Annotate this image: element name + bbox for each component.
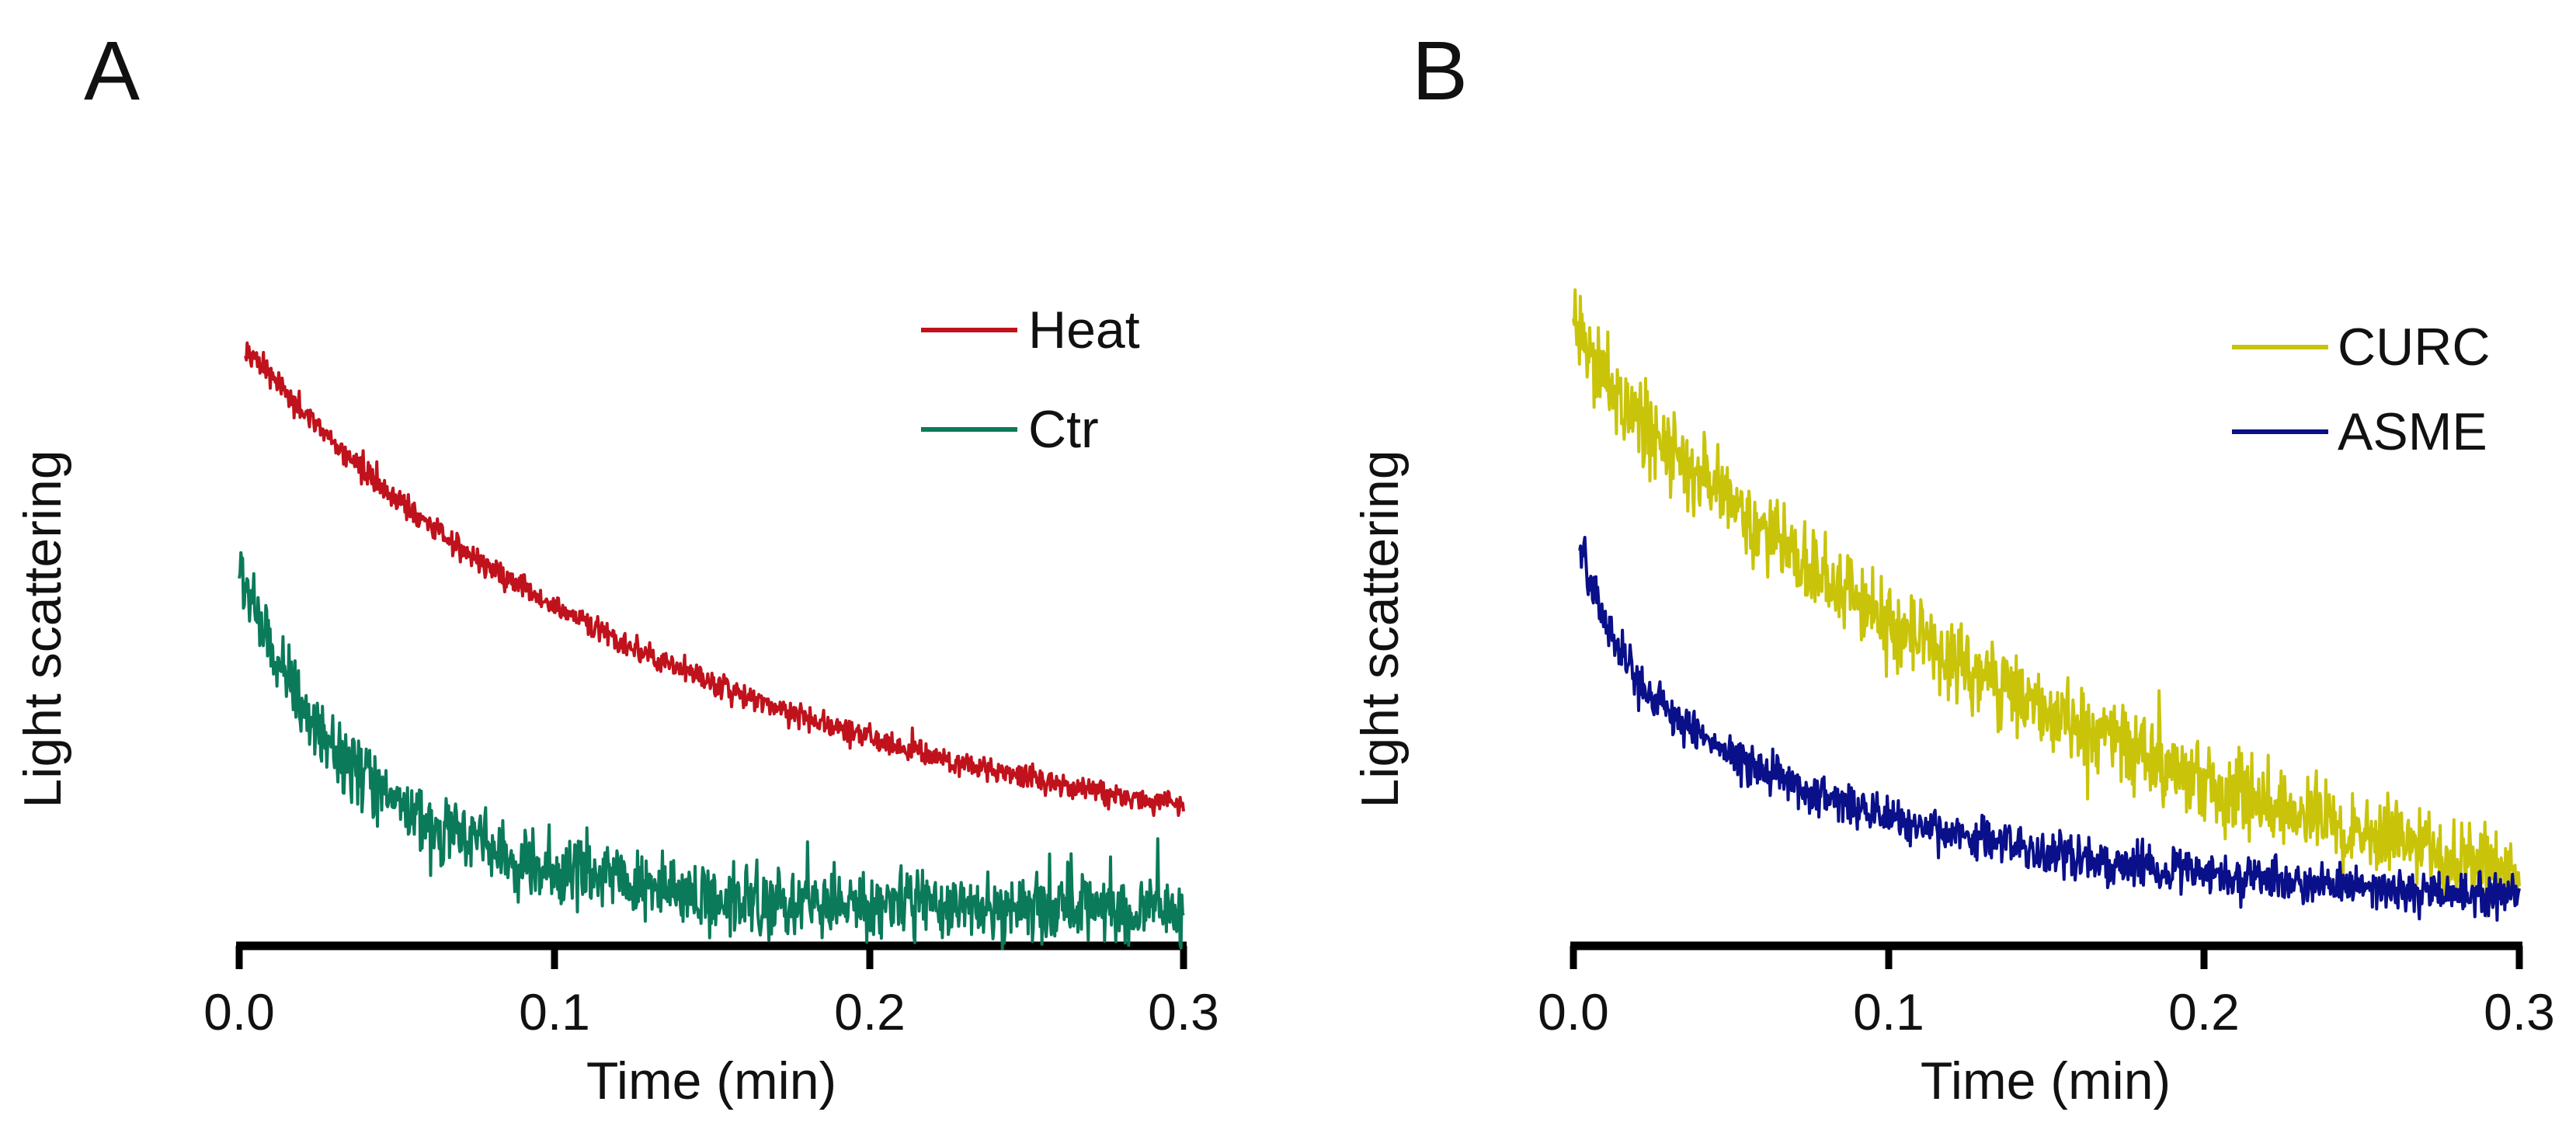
y-axis-label-b: Light scattering [1351,450,1410,808]
x-tick-label-a-2: 0.2 [834,983,906,1041]
x-axis-label-a: Time (min) [586,1051,836,1110]
x-tick-label-b-2: 0.2 [2168,983,2240,1041]
series-line-ctr [238,551,1185,950]
legend-label-heat: Heat [1028,301,1140,360]
legend-label-ctr: Ctr [1028,400,1099,459]
legend-b: CURC ASME [2232,318,2490,461]
x-tick-label-a-1: 0.1 [519,983,590,1041]
x-tick-label-a-0: 0.0 [203,983,275,1041]
series-line-curc [1572,288,2521,918]
legend-a: Heat Ctr [921,301,1140,459]
series-line-asme [1578,536,2521,922]
panel-label-b: B [1412,23,1468,117]
legend-label-asme: ASME [2338,402,2487,461]
series-line-heat [244,341,1185,817]
chart-panel-b: B Light scattering 0.0 0.1 0.2 0.3 Time … [1351,23,2555,1110]
chart-panel-a: A Light scattering 0.0 0.1 0.2 0.3 Time … [13,23,1219,1110]
legend-label-curc: CURC [2338,318,2490,377]
x-tick-label-b-1: 0.1 [1853,983,1924,1041]
x-tick-label-b-3: 0.3 [2484,983,2555,1041]
x-tick-label-b-0: 0.0 [1538,983,1609,1041]
panel-label-a: A [84,23,140,117]
x-axis-label-b: Time (min) [1921,1051,2171,1110]
x-tick-label-a-3: 0.3 [1148,983,1219,1041]
y-axis-label-a: Light scattering [13,450,72,808]
